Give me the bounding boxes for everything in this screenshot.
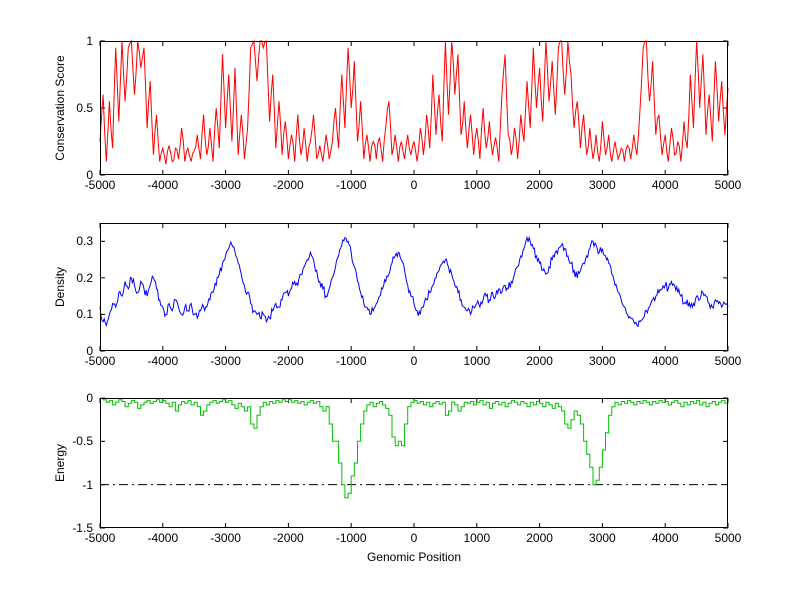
x-tick-label: -3000 [210,531,241,545]
x-tick-label: 0 [410,531,418,545]
x-tick-label: -5000 [84,531,116,545]
y-tick-label: 0.2 [76,270,93,285]
energy-y-axis-label: Energy [53,443,67,483]
conservation-y-axis-label: Conservation Score [53,55,67,161]
x-tick-label: -2000 [273,354,304,368]
x-tick-label: -3000 [210,178,241,192]
y-tick-label: -1.5 [72,521,93,535]
x-tick-label: 1000 [463,178,491,192]
x-tick-label: -4000 [147,354,179,368]
x-tick-label: -2000 [273,531,304,545]
x-tick-label: 5000 [714,531,742,545]
x-tick-label: 1000 [463,531,491,545]
axis-box [100,398,728,528]
energy-plot-canvas [99,397,729,529]
x-tick-label: -5000 [84,354,116,368]
y-tick-label: 0.1 [76,307,93,322]
x-tick-label: 3000 [589,531,616,545]
x-tick-label: 3000 [589,354,616,368]
x-tick-label: -4000 [147,178,179,192]
density-y-axis-label: Density [53,266,67,308]
subplot-energy: Energy Genomic Position -5000 -4000 -3000 -… [53,391,741,564]
series-energy [100,397,729,499]
y-tick-label: 1 [86,34,93,48]
x-tick-label: 5000 [714,178,742,192]
x-tick-label: 0 [410,354,418,368]
x-tick-label: -1000 [335,178,367,192]
x-tick-label: 4000 [651,354,679,368]
y-tick-label: 0 [86,391,93,405]
y-tick-label: 0.5 [76,101,93,115]
y-tick-label: -1 [82,477,93,492]
y-tick-label: 0 [86,168,93,182]
x-tick-label: 2000 [526,531,553,545]
x-tick-label: -1000 [335,531,367,545]
x-tick-label: -2000 [273,178,304,192]
axis-box [100,41,728,175]
series-density [99,235,729,328]
series-conservation-score [99,39,729,165]
subplot-density: Density -5000 -4000 -3000 -2000 -1000 0 1000 20… [53,223,741,368]
x-tick-label: 4000 [651,531,679,545]
x-tick-label: -1000 [335,354,367,368]
x-tick-label: 5000 [714,354,742,368]
x-tick-label: 2000 [526,178,553,192]
density-plot-canvas [99,223,729,352]
x-tick-label: 2000 [526,354,553,368]
conservation-plot-canvas [99,39,729,176]
x-tick-label: 4000 [651,178,679,192]
x-tick-label: 3000 [589,178,616,192]
x-tick-label: 1000 [463,354,491,368]
x-tick-label: 0 [410,178,418,192]
x-axis-label: Genomic Position [366,550,462,564]
y-tick-label: -0.5 [72,434,93,449]
x-tick-label: -4000 [147,531,179,545]
y-tick-label: 0 [86,344,93,358]
y-tick-label: 0.3 [76,234,93,249]
x-tick-label: -5000 [84,178,116,192]
x-tick-label: -3000 [210,354,241,368]
subplot-conservation-score: Conservation Score -5000 -4000 -3000 -2000 -… [53,34,741,192]
axis-box [100,223,728,351]
